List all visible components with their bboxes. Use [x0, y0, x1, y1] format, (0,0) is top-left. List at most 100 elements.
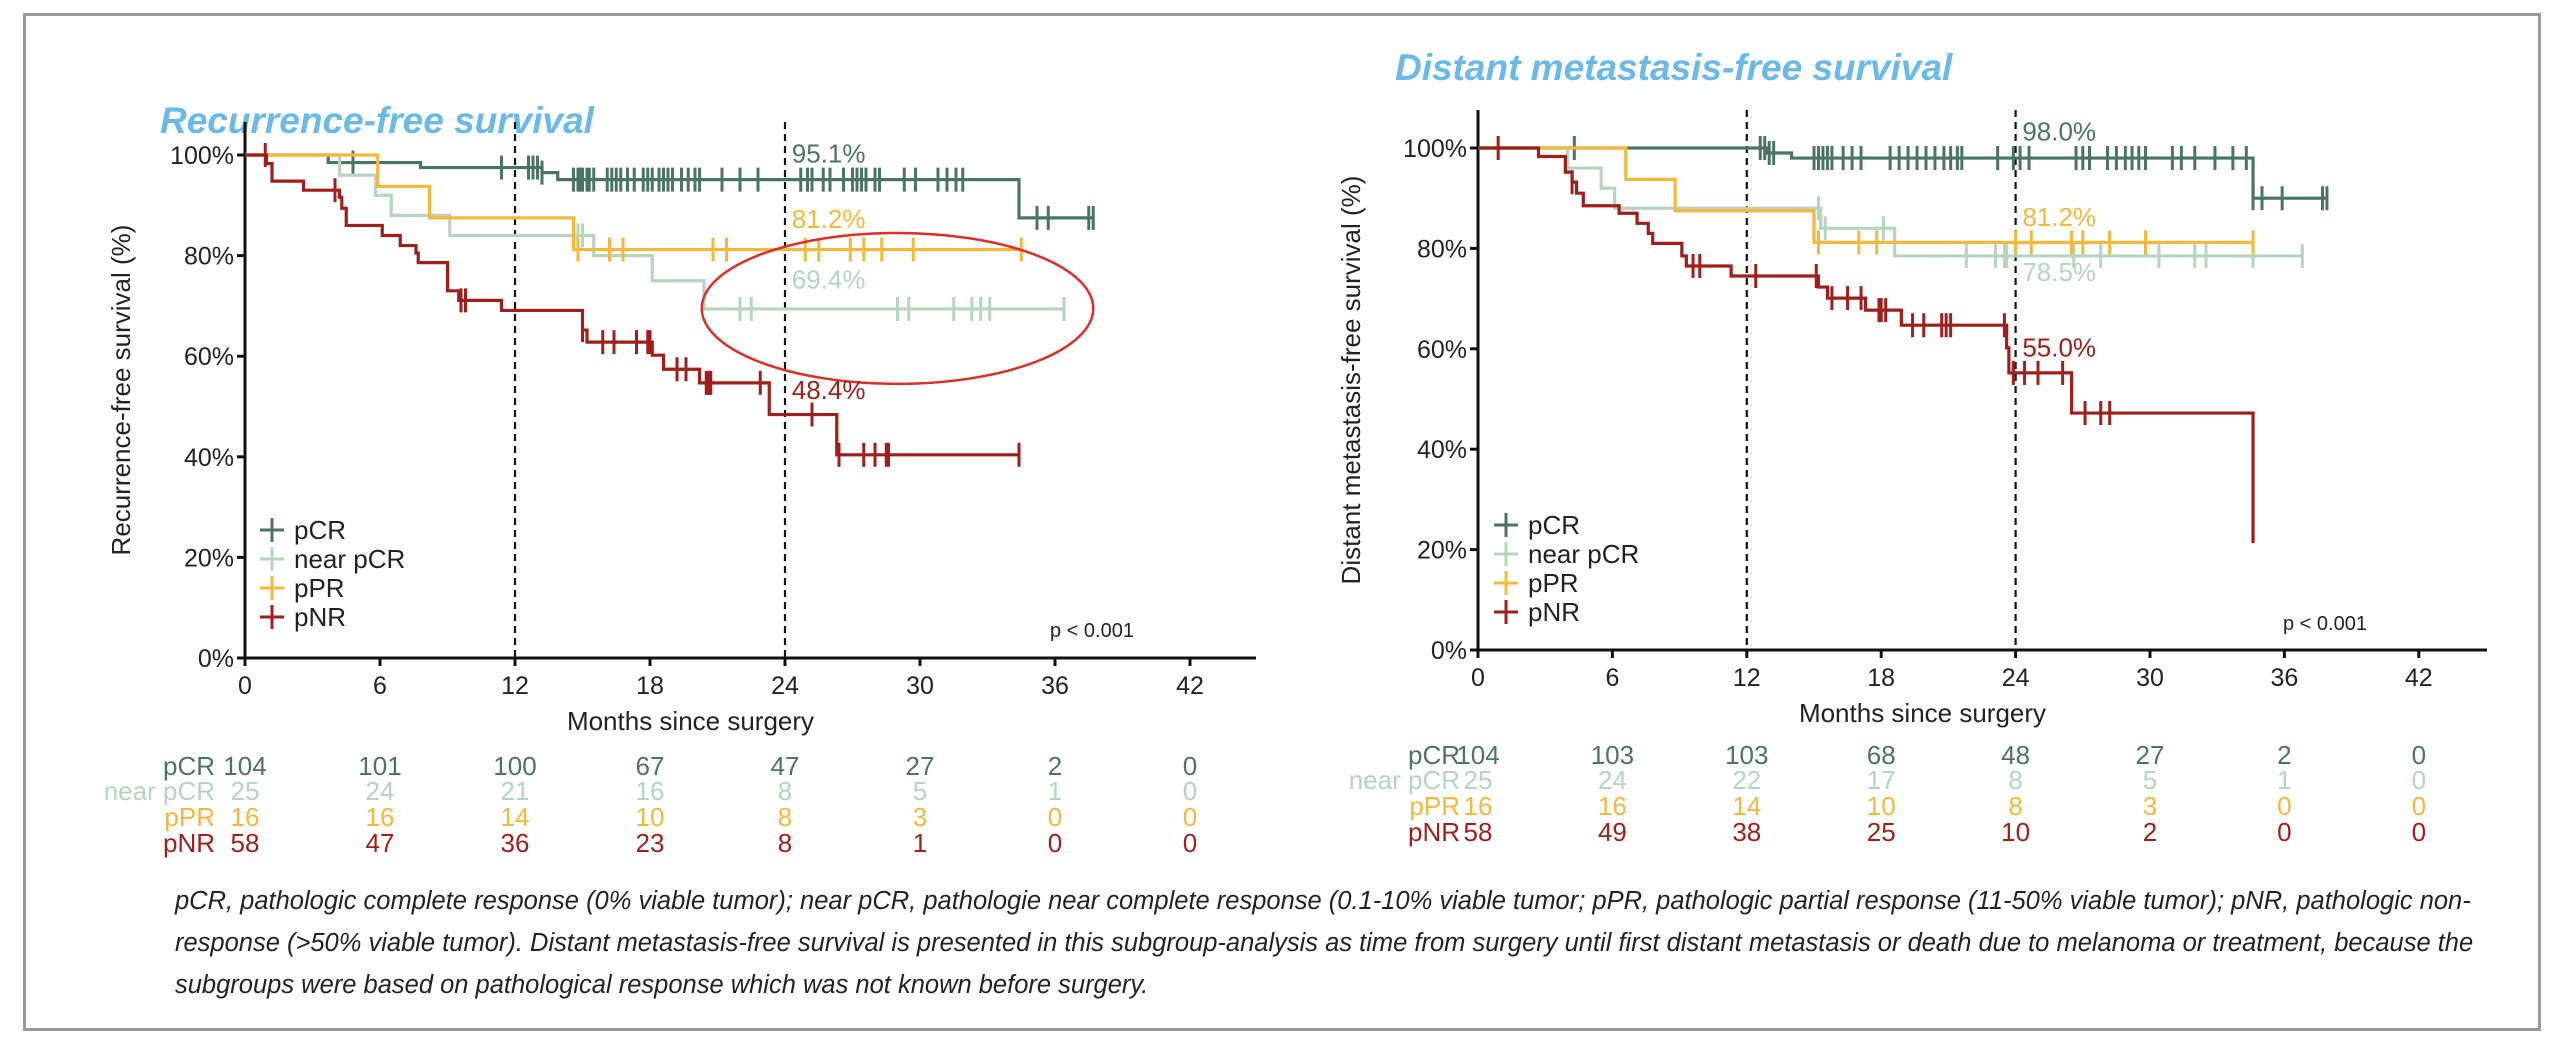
risk-table-cell: 101: [358, 751, 401, 781]
risk-table-label-pnr: pNR: [163, 828, 215, 858]
risk-table-cell: 100: [493, 751, 536, 781]
risk-table-cell: 10: [2001, 817, 2030, 847]
x-tick-label: 6: [373, 672, 387, 700]
x-tick-label: 42: [2405, 664, 2433, 692]
risk-table-cell: 8: [778, 828, 792, 858]
risk-table-cell: 3: [913, 802, 927, 832]
risk-table-label-near-pcr: near pCR: [1349, 765, 1460, 795]
risk-table-cell: 0: [2412, 791, 2426, 821]
x-tick-label: 30: [2136, 664, 2164, 692]
risk-table-cell: 5: [913, 776, 927, 806]
risk-table-cell: 8: [778, 802, 792, 832]
annotation-near-pcr: 78.5%: [2022, 257, 2096, 287]
risk-table-cell: 1: [2277, 765, 2291, 795]
risk-table-cell: 38: [1732, 817, 1761, 847]
chart-title: Distant metastasis-free survival: [1395, 47, 1953, 88]
legend-label-pnr: pNR: [294, 602, 346, 632]
risk-table-cell: 68: [1867, 740, 1896, 770]
risk-table-cell: 49: [1598, 817, 1627, 847]
highlight-ellipse: [700, 231, 1095, 386]
risk-table-cell: 27: [2136, 740, 2165, 770]
risk-table-cell: 25: [1867, 817, 1896, 847]
y-tick-label: 100%: [1403, 135, 1467, 163]
x-tick-label: 18: [636, 672, 664, 700]
risk-table-cell: 0: [2412, 817, 2426, 847]
figure-frame: [23, 13, 2541, 1031]
figure-caption: pCR, pathologic complete response (0% vi…: [175, 887, 2474, 999]
annotation-pnr: 55.0%: [2022, 332, 2096, 362]
risk-table-cell: 0: [1183, 802, 1197, 832]
risk-table-cell: 5: [2143, 765, 2157, 795]
risk-table-cell: 17: [1867, 765, 1896, 795]
risk-table-cell: 0: [2277, 817, 2291, 847]
risk-table-cell: 1: [1048, 776, 1062, 806]
risk-table-cell: 24: [1598, 765, 1627, 795]
x-tick-label: 18: [1867, 664, 1895, 692]
risk-table-cell: 0: [2412, 765, 2426, 795]
legend-label-near-pcr: near pCR: [1528, 539, 1639, 569]
risk-table-cell: 104: [1456, 740, 1499, 770]
risk-table-cell: 58: [231, 828, 260, 858]
risk-table-cell: 25: [1464, 765, 1493, 795]
legend-label-pcr: pCR: [1528, 510, 1580, 540]
risk-table-cell: 0: [1183, 751, 1197, 781]
risk-table-cell: 8: [778, 776, 792, 806]
legend-label-ppr: pPR: [1528, 568, 1579, 598]
y-axis-label: Recurrence-free survival (%): [106, 225, 136, 556]
risk-table-cell: 8: [2008, 791, 2022, 821]
risk-table-label-ppr: pPR: [164, 802, 215, 832]
km-curve-ppr: [245, 153, 1022, 252]
annotation-pcr: 98.0%: [2022, 116, 2096, 146]
risk-table-cell: 21: [501, 776, 530, 806]
x-tick-label: 36: [2270, 664, 2298, 692]
y-tick-label: 100%: [170, 142, 234, 170]
y-tick-label: 40%: [184, 444, 234, 472]
risk-table-cell: 2: [2143, 817, 2157, 847]
risk-table-cell: 67: [636, 751, 665, 781]
x-tick-label: 36: [1041, 672, 1069, 700]
risk-table-cell: 36: [501, 828, 530, 858]
risk-table-cell: 48: [2001, 740, 2030, 770]
risk-table-label-pcr: pCR: [1408, 740, 1460, 770]
risk-table-cell: 0: [1183, 776, 1197, 806]
risk-table-cell: 0: [1048, 802, 1062, 832]
legend-label-pcr: pCR: [294, 515, 346, 545]
risk-table-cell: 14: [501, 802, 530, 832]
y-tick-label: 80%: [184, 243, 234, 271]
risk-table-cell: 10: [636, 802, 665, 832]
risk-table-cell: 8: [2008, 765, 2022, 795]
x-axis-label: Months since surgery: [567, 706, 814, 736]
risk-table-cell: 16: [1464, 791, 1493, 821]
km-curve-pnr: [1478, 146, 2255, 544]
annotation-ppr: 81.2%: [792, 204, 866, 234]
risk-table-label-pcr: pCR: [163, 751, 215, 781]
y-tick-label: 60%: [184, 343, 234, 371]
y-tick-label: 20%: [1417, 537, 1467, 565]
annotation-pcr: 95.1%: [792, 139, 866, 169]
panel-recurrence-free-survival: Recurrence-free survival0%20%40%60%80%10…: [104, 100, 1256, 858]
risk-table-cell: 16: [231, 802, 260, 832]
risk-table-cell: 27: [906, 751, 935, 781]
risk-table-cell: 0: [2412, 740, 2426, 770]
panel-distant-metastasis-free-survival: Distant metastasis-free survival 0% 20% 40%…: [1336, 47, 2487, 847]
y-tick-label: 40%: [1417, 436, 1467, 464]
km-curve-near-pcr: [1478, 146, 2303, 258]
x-tick-label: 0: [1471, 664, 1485, 692]
risk-table-cell: 47: [366, 828, 395, 858]
risk-table-cell: 14: [1732, 791, 1761, 821]
risk-table-cell: 103: [1725, 740, 1768, 770]
risk-table-cell: 47: [771, 751, 800, 781]
p-value: p < 0.001: [2283, 613, 2367, 635]
annotation-ppr: 81.2%: [2022, 202, 2096, 232]
y-tick-label: 0%: [1431, 637, 1467, 665]
x-axis-label: Months since surgery: [1799, 698, 2046, 728]
risk-table-cell: 104: [223, 751, 266, 781]
risk-table-cell: 58: [1464, 817, 1493, 847]
legend-label-ppr: pPR: [294, 573, 345, 603]
risk-table-cell: 16: [636, 776, 665, 806]
x-tick-label: 24: [2002, 664, 2030, 692]
x-tick-label: 0: [238, 672, 252, 700]
y-tick-label: 80%: [1417, 235, 1467, 263]
risk-table-cell: 24: [366, 776, 395, 806]
